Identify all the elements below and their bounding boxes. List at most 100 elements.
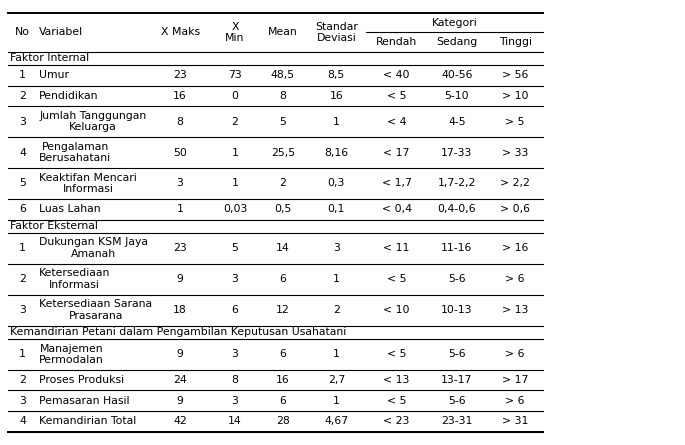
- Text: 5: 5: [279, 117, 286, 126]
- Text: 40-56: 40-56: [441, 70, 473, 80]
- Text: < 5: < 5: [387, 274, 406, 284]
- Text: 5: 5: [19, 178, 26, 188]
- Text: 1,7-2,2: 1,7-2,2: [438, 178, 476, 188]
- Text: 4: 4: [19, 417, 26, 426]
- Text: 0,1: 0,1: [327, 204, 345, 214]
- Text: 1: 1: [333, 274, 340, 284]
- Text: 3: 3: [232, 274, 238, 284]
- Text: > 6: > 6: [506, 274, 525, 284]
- Text: 0,3: 0,3: [327, 178, 345, 188]
- Text: Luas Lahan: Luas Lahan: [39, 204, 101, 214]
- Text: 8,5: 8,5: [327, 70, 345, 80]
- Text: 4,67: 4,67: [324, 417, 349, 426]
- Text: 8,16: 8,16: [324, 147, 349, 158]
- Text: Dukungan KSM Jaya
Amanah: Dukungan KSM Jaya Amanah: [39, 238, 148, 259]
- Text: 6: 6: [279, 396, 286, 406]
- Text: > 0,6: > 0,6: [500, 204, 530, 214]
- Text: Kemandirian Petani dalam Pengambilan Keputusan Usahatani: Kemandirian Petani dalam Pengambilan Kep…: [10, 327, 347, 337]
- Text: Manajemen
Permodalan: Manajemen Permodalan: [39, 344, 104, 365]
- Text: 8: 8: [279, 91, 286, 101]
- Text: 1: 1: [333, 396, 340, 406]
- Text: 9: 9: [177, 396, 184, 406]
- Text: > 16: > 16: [502, 243, 528, 253]
- Text: 16: 16: [173, 91, 187, 101]
- Text: 16: 16: [329, 91, 343, 101]
- Text: Mean: Mean: [268, 28, 298, 37]
- Text: Keaktifan Mencari
Informasi: Keaktifan Mencari Informasi: [39, 173, 137, 194]
- Text: < 40: < 40: [384, 70, 410, 80]
- Text: > 17: > 17: [502, 375, 528, 385]
- Text: Faktor Eksternal: Faktor Eksternal: [10, 221, 98, 231]
- Text: 0,5: 0,5: [274, 204, 292, 214]
- Text: 3: 3: [177, 178, 184, 188]
- Text: 6: 6: [232, 305, 238, 315]
- Text: 25,5: 25,5: [271, 147, 295, 158]
- Text: 50: 50: [173, 147, 187, 158]
- Text: X
Min: X Min: [225, 22, 245, 43]
- Text: 1: 1: [333, 349, 340, 360]
- Text: Variabel: Variabel: [39, 28, 83, 37]
- Text: 10-13: 10-13: [441, 305, 473, 315]
- Text: 23: 23: [173, 70, 187, 80]
- Text: 8: 8: [177, 117, 184, 126]
- Text: 2: 2: [232, 117, 238, 126]
- Text: 1: 1: [333, 117, 340, 126]
- Text: 2: 2: [19, 274, 26, 284]
- Text: 14: 14: [228, 417, 242, 426]
- Text: 16: 16: [276, 375, 290, 385]
- Text: 3: 3: [232, 396, 238, 406]
- Text: 73: 73: [228, 70, 242, 80]
- Text: 4: 4: [19, 147, 26, 158]
- Text: < 23: < 23: [384, 417, 410, 426]
- Text: < 11: < 11: [384, 243, 410, 253]
- Text: 12: 12: [276, 305, 290, 315]
- Text: 3: 3: [19, 117, 26, 126]
- Text: > 6: > 6: [506, 396, 525, 406]
- Text: 14: 14: [276, 243, 290, 253]
- Text: Faktor Internal: Faktor Internal: [10, 53, 90, 63]
- Text: 5-6: 5-6: [448, 396, 466, 406]
- Text: 18: 18: [173, 305, 187, 315]
- Text: < 4: < 4: [387, 117, 406, 126]
- Text: 23-31: 23-31: [441, 417, 473, 426]
- Text: > 33: > 33: [502, 147, 528, 158]
- Text: 3: 3: [232, 349, 238, 360]
- Text: Ketersediaan
Informasi: Ketersediaan Informasi: [39, 268, 110, 290]
- Text: 3: 3: [19, 305, 26, 315]
- Text: < 5: < 5: [387, 349, 406, 360]
- Text: 17-33: 17-33: [441, 147, 473, 158]
- Text: No: No: [15, 28, 30, 37]
- Text: Ketersediaan Sarana
Prasarana: Ketersediaan Sarana Prasarana: [39, 299, 152, 321]
- Text: 2: 2: [333, 305, 340, 315]
- Text: 13-17: 13-17: [441, 375, 473, 385]
- Text: 1: 1: [232, 147, 238, 158]
- Text: 42: 42: [173, 417, 187, 426]
- Text: Sedang: Sedang: [436, 37, 477, 47]
- Text: 1: 1: [19, 243, 26, 253]
- Text: 8: 8: [232, 375, 238, 385]
- Text: 1: 1: [232, 178, 238, 188]
- Text: > 10: > 10: [502, 91, 528, 101]
- Text: > 31: > 31: [502, 417, 528, 426]
- Text: Standar
Deviasi: Standar Deviasi: [315, 22, 358, 43]
- Text: Jumlah Tanggungan
Keluarga: Jumlah Tanggungan Keluarga: [39, 111, 147, 132]
- Text: Proses Produksi: Proses Produksi: [39, 375, 124, 385]
- Text: < 17: < 17: [384, 147, 410, 158]
- Text: 4-5: 4-5: [448, 117, 466, 126]
- Text: 5: 5: [232, 243, 238, 253]
- Text: > 13: > 13: [502, 305, 528, 315]
- Text: 2: 2: [19, 375, 26, 385]
- Text: Pemasaran Hasil: Pemasaran Hasil: [39, 396, 129, 406]
- Text: 5-6: 5-6: [448, 274, 466, 284]
- Text: Kategori: Kategori: [432, 18, 477, 28]
- Text: > 5: > 5: [506, 117, 525, 126]
- Text: 24: 24: [173, 375, 187, 385]
- Text: 11-16: 11-16: [441, 243, 473, 253]
- Text: 0: 0: [232, 91, 238, 101]
- Text: 2: 2: [279, 178, 286, 188]
- Text: 28: 28: [276, 417, 290, 426]
- Text: 2: 2: [19, 91, 26, 101]
- Text: 6: 6: [279, 274, 286, 284]
- Text: 6: 6: [19, 204, 26, 214]
- Text: 9: 9: [177, 274, 184, 284]
